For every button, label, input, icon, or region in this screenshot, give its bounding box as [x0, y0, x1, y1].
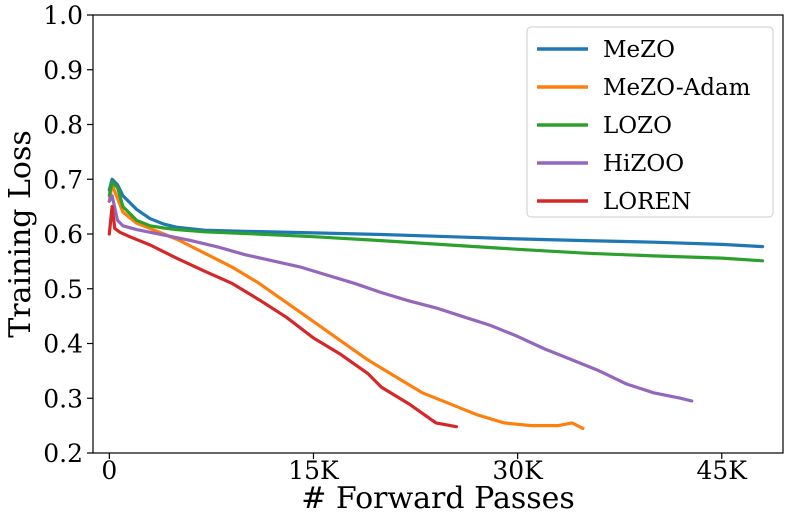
- series-layer: [107, 177, 765, 430]
- series-line-mezo-adam: [107, 183, 585, 430]
- y-tick-label: 0.9: [43, 56, 83, 85]
- series-line-mezo: [107, 177, 765, 249]
- x-tick-label: 30K: [492, 456, 544, 485]
- legend-label-lozo: LOZO: [603, 113, 672, 139]
- x-axis-ticks: 0 15K 30K 45K: [101, 453, 748, 485]
- series-line-loren: [107, 205, 458, 429]
- y-axis-label: Training Loss: [3, 130, 38, 338]
- legend: MeZO MeZO-Adam LOZO HiZOO LOREN: [526, 26, 774, 218]
- y-axis-ticks: 0.2 0.3 0.4 0.5 0.6 0.7 0.8 0.9 1.0: [43, 1, 93, 468]
- series-line-lozo: [107, 180, 765, 263]
- y-tick-label: 0.6: [43, 220, 83, 249]
- y-tick-label: 0.4: [43, 330, 83, 359]
- y-tick-label: 1.0: [43, 1, 83, 30]
- x-axis-label: # Forward Passes: [301, 481, 575, 516]
- x-tick-label: 15K: [288, 456, 340, 485]
- legend-label-hizoo: HiZOO: [603, 151, 684, 177]
- legend-label-mezo: MeZO: [603, 37, 675, 63]
- y-tick-label: 0.2: [43, 439, 83, 468]
- x-tick-label: 0: [101, 456, 117, 485]
- y-tick-label: 0.5: [43, 275, 83, 304]
- x-tick-label: 45K: [697, 456, 749, 485]
- y-tick-label: 0.3: [43, 384, 83, 413]
- y-tick-label: 0.8: [43, 111, 83, 140]
- legend-box: [526, 26, 774, 218]
- legend-label-mezo-adam: MeZO-Adam: [603, 75, 751, 101]
- y-tick-label: 0.7: [43, 165, 83, 194]
- legend-label-loren: LOREN: [603, 189, 691, 215]
- series-line-hizoo: [107, 194, 694, 403]
